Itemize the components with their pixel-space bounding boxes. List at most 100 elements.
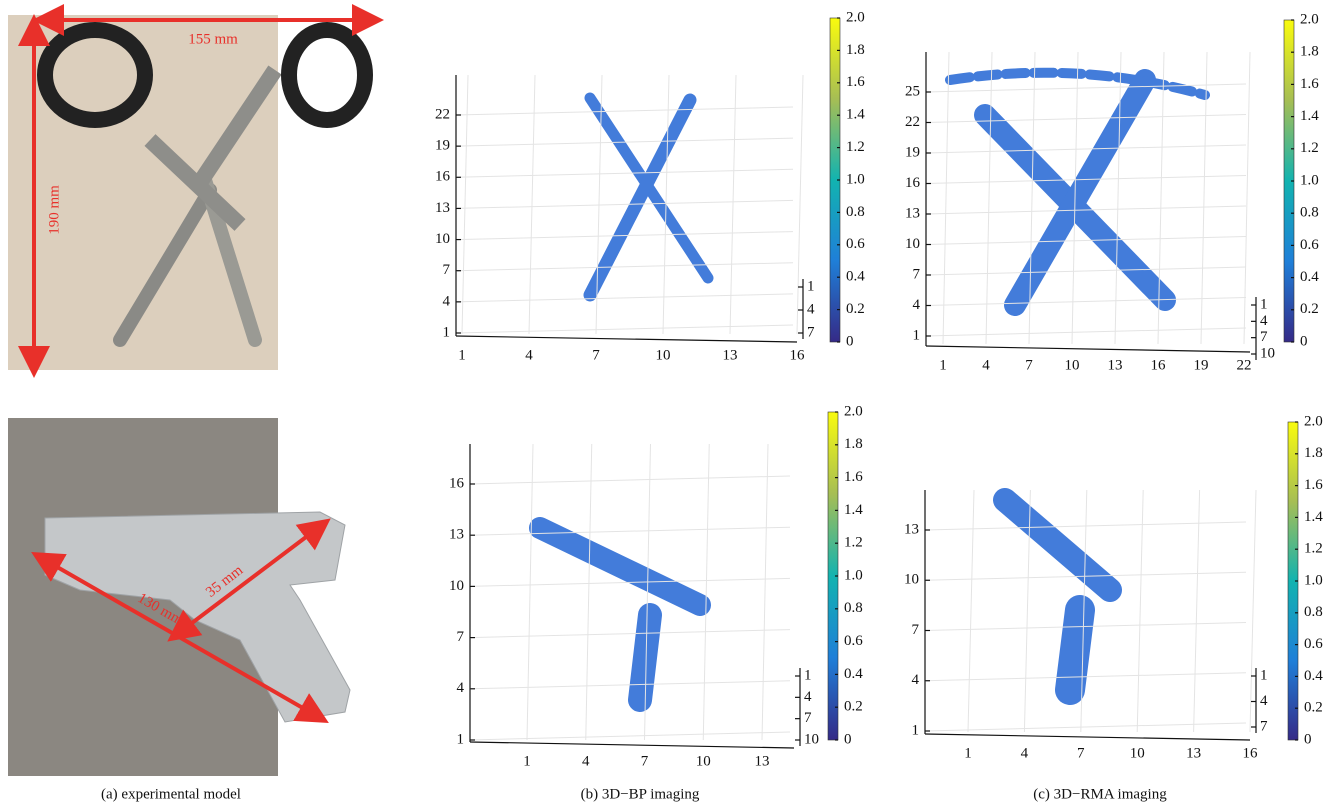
y-tick-label: 13 [905, 205, 920, 221]
grid-line [456, 294, 793, 302]
colorbar-tick-label: 0.2 [844, 699, 863, 715]
grid-line [456, 325, 793, 333]
y-tick-label: 1 [443, 324, 451, 340]
z-tick-label: 7 [1260, 329, 1268, 345]
y-tick-label: 19 [435, 138, 450, 154]
colorbar-tick-label: 1.0 [1304, 572, 1323, 588]
y-tick-label: 4 [912, 672, 920, 688]
colorbar-tick-label: 1.0 [846, 171, 865, 187]
grid-line [797, 75, 803, 334]
y-tick-label: 13 [904, 521, 919, 537]
y-tick-label: 7 [913, 266, 921, 282]
x-tick-label: 13 [755, 753, 770, 769]
y-tick-label: 7 [443, 262, 451, 278]
colorbar-tick-label: 1.8 [1300, 44, 1319, 60]
z-tick-label: 10 [1260, 345, 1275, 361]
y-tick-label: 1 [913, 327, 921, 343]
colorbar-tick-label: 2.0 [846, 9, 865, 25]
x-tick-label: 10 [1065, 357, 1080, 373]
y-tick-label: 22 [905, 114, 920, 130]
colorbar-tick-label: 1.6 [1304, 477, 1323, 493]
colorbar-tick-label: 1.4 [1300, 108, 1319, 124]
colorbar-tick-label: 2.0 [1300, 11, 1319, 27]
z-tick-label: 1 [807, 278, 815, 294]
y-tick-label: 4 [913, 297, 921, 313]
colorbar-tick-label: 0.6 [846, 236, 865, 252]
y-tick-label: 10 [435, 231, 450, 247]
grid-line [926, 298, 1246, 306]
x-tick-label: 16 [1151, 357, 1167, 373]
y-tick-label: 19 [905, 144, 920, 160]
caption: (b) 3D−BP imaging [581, 786, 700, 802]
grid-line [926, 237, 1246, 245]
x-tick-label: 16 [1243, 745, 1259, 761]
grid-line [470, 732, 790, 740]
axis [456, 336, 797, 342]
x-tick-label: 4 [582, 753, 590, 769]
x-tick-label: 16 [790, 347, 806, 363]
gun-photo: 35 mm 130 mm [8, 418, 350, 776]
colorbar-tick-label: 1.8 [846, 42, 865, 58]
x-tick-label: 4 [525, 347, 533, 363]
colorbar-tick-label: 0.4 [846, 269, 865, 285]
caption: (a) experimental model [101, 786, 241, 802]
x-tick-label: 1 [523, 753, 531, 769]
z-tick-label: 7 [804, 710, 812, 726]
colorbar-tick-label: 1.6 [1300, 76, 1319, 92]
grid-line [529, 75, 535, 334]
colorbar-tick-label: 0.8 [844, 600, 863, 616]
grid-line [762, 444, 768, 740]
y-tick-label: 13 [435, 200, 450, 216]
grid-line [527, 444, 533, 740]
colorbar-tick-label: 0 [1304, 731, 1312, 747]
colorbar-tick-label: 0 [846, 333, 854, 349]
colorbar-tick-label: 0.8 [846, 204, 865, 220]
grid-line [926, 328, 1246, 336]
x-tick-label: 13 [1108, 357, 1123, 373]
x-tick-label: 13 [1186, 745, 1201, 761]
y-tick-label: 7 [457, 629, 465, 645]
x-tick-label: 13 [723, 347, 738, 363]
colorbar-tick-label: 1.2 [1300, 140, 1319, 156]
scissors-photo: 155 mm 190 mm [8, 15, 368, 370]
y-tick-label: 16 [905, 175, 921, 191]
y-tick-label: 10 [905, 236, 920, 252]
colorbar-tick-label: 1.8 [844, 436, 863, 452]
grid-line [1029, 52, 1035, 344]
y-tick-label: 7 [912, 622, 920, 638]
z-tick-label: 1 [804, 667, 812, 683]
y-tick-label: 22 [435, 106, 450, 122]
z-tick-label: 1 [1260, 667, 1268, 683]
grid-line [703, 444, 709, 740]
colorbar-tick-label: 0.8 [1300, 205, 1319, 221]
x-tick-label: 4 [1021, 745, 1029, 761]
grid-line [1244, 52, 1250, 344]
grid-line [926, 145, 1246, 153]
x-tick-label: 1 [964, 745, 972, 761]
grid-line [470, 476, 790, 484]
x-tick-label: 19 [1194, 357, 1209, 373]
colorbar-tick-label: 1.0 [1300, 172, 1319, 188]
z-tick-label: 7 [807, 324, 815, 340]
colorbar-tick-label: 0.2 [1304, 700, 1323, 716]
z-tick-label: 4 [804, 689, 812, 705]
z-tick-label: 7 [1260, 718, 1268, 734]
x-tick-label: 10 [696, 753, 711, 769]
z-tick-label: 4 [1260, 693, 1268, 709]
grid-line [926, 267, 1246, 275]
colorbar-tick-label: 0 [844, 731, 852, 747]
y-tick-label: 1 [457, 731, 465, 747]
colorbar-tick-label: 1.4 [844, 502, 863, 518]
grid-line [1137, 490, 1143, 732]
colorbar-tick-label: 2.0 [844, 403, 863, 419]
x-tick-label: 1 [458, 347, 466, 363]
grid-line [456, 169, 793, 177]
colorbar-tick-label: 0.4 [1304, 668, 1323, 684]
y-tick-label: 16 [435, 169, 451, 185]
x-tick-label: 10 [1130, 745, 1145, 761]
y-tick-label: 25 [905, 83, 920, 99]
x-tick-label: 7 [1025, 357, 1033, 373]
colorbar-tick-label: 1.8 [1304, 445, 1323, 461]
colorbar-tick-label: 1.6 [844, 469, 863, 485]
grid-line [926, 115, 1246, 123]
